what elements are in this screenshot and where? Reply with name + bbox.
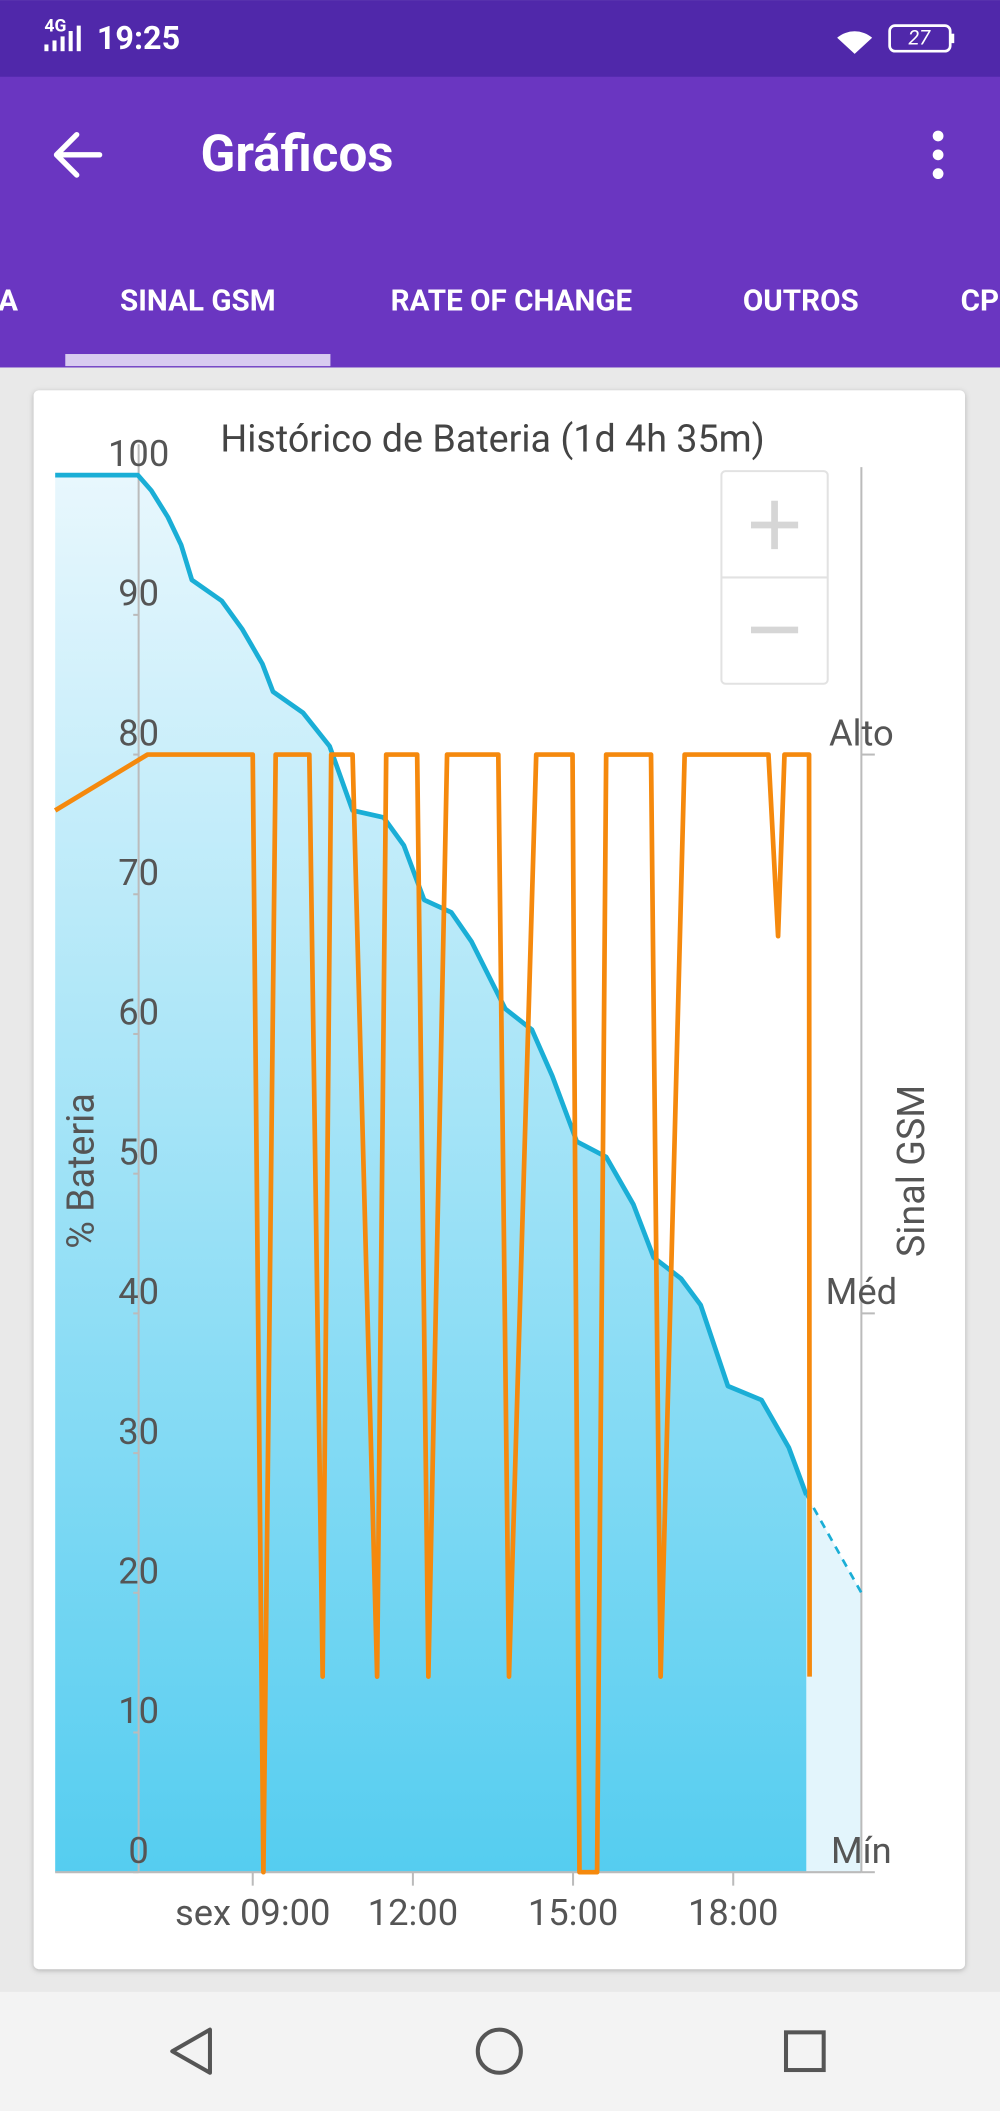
area [55,475,807,1873]
y-tick-label: 10 [118,1689,159,1732]
y2-tick-label: Alto [829,711,894,754]
x-tick-label: 15:00 [528,1891,618,1934]
tab[interactable]: SINAL GSM [120,285,276,319]
wifi-icon [837,31,873,54]
chart: Histórico de Bateria (1d 4h 35m) % Bateri… [53,417,934,1934]
menu-button[interactable] [932,130,944,180]
app-title: Gráficos [201,125,394,184]
y-tick-label: 80 [118,711,159,754]
nav-recents[interactable] [783,2030,826,2073]
network-type: 4G [44,17,66,37]
battery-level: 27 [908,25,931,49]
battery-tip [950,33,955,44]
x-tick-label: 12:00 [368,1891,458,1934]
y-tick-label: 50 [118,1130,159,1173]
y-tick-label: 30 [118,1410,159,1453]
nav-back[interactable] [170,2027,212,2075]
y2-axis-label: Sinal GSM [890,1085,934,1257]
clock: 19:25 [97,19,180,57]
y-tick-label: 60 [118,991,159,1034]
line [53,752,812,1875]
y-tick-label: 100 [108,432,169,475]
tab[interactable]: A [0,285,18,319]
chart-title: Histórico de Bateria (1d 4h 35m) [220,417,764,461]
y-tick-label: 70 [118,851,159,894]
x-tick-label: 18:00 [688,1891,778,1934]
signal-icon [44,25,81,52]
tab[interactable]: RATE OF CHANGE [391,285,633,319]
area [806,1494,862,1873]
status-bar [0,0,1000,79]
y-axis-label: % Bateria [59,1093,103,1249]
zoom-controls [720,470,829,685]
y2-tick-label: Mín [831,1829,892,1872]
tab[interactable]: OUTROS [743,285,859,319]
y-tick-label: 0 [128,1829,148,1872]
nav-home[interactable] [475,2027,523,2075]
line [805,1494,863,1594]
back-button[interactable] [53,131,103,178]
tab[interactable]: CP [961,285,999,319]
y-tick-label: 20 [118,1550,159,1593]
line [55,472,809,1496]
navigation-bar [0,1991,1000,2111]
x-tick-label: sex 09:00 [175,1891,331,1934]
y-tick-label: 40 [118,1270,159,1313]
y2-tick-label: Méd [826,1270,897,1313]
y-tick-label: 90 [118,572,159,615]
app-bar [0,76,1000,368]
tab-indicator [65,354,331,367]
zoom-in[interactable] [751,500,799,550]
tab-bar: A SINAL GSM RATE OF CHANGE OUTROS CP [0,285,999,367]
